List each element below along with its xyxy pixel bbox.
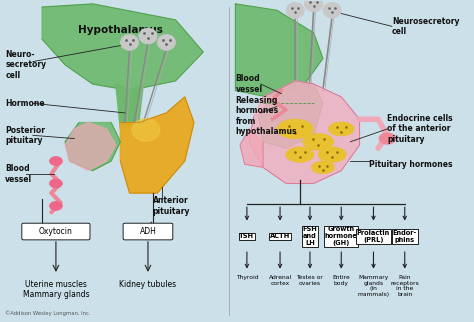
Text: ©Addison Wesley Longman, Inc.: ©Addison Wesley Longman, Inc. bbox=[5, 311, 91, 317]
Ellipse shape bbox=[328, 122, 354, 136]
Polygon shape bbox=[65, 123, 116, 171]
Ellipse shape bbox=[277, 119, 313, 139]
Text: Hypothalamus: Hypothalamus bbox=[78, 24, 163, 34]
Polygon shape bbox=[240, 129, 263, 167]
Ellipse shape bbox=[323, 2, 341, 18]
Ellipse shape bbox=[120, 34, 139, 50]
Circle shape bbox=[49, 156, 63, 166]
Ellipse shape bbox=[139, 28, 157, 44]
Polygon shape bbox=[249, 81, 360, 184]
Polygon shape bbox=[258, 81, 323, 148]
Text: FSH
and
LH: FSH and LH bbox=[302, 226, 318, 246]
Text: Entire
body: Entire body bbox=[332, 275, 350, 286]
Text: ACTH: ACTH bbox=[270, 233, 290, 239]
Text: Endor-
phins: Endor- phins bbox=[392, 230, 417, 243]
Text: Endocrine cells
of the anterior
pituitary: Endocrine cells of the anterior pituitar… bbox=[387, 114, 453, 144]
Text: Anterior
pituitary: Anterior pituitary bbox=[153, 196, 190, 216]
Text: Releasing
hormones
from
hypothalamus: Releasing hormones from hypothalamus bbox=[236, 96, 297, 136]
Ellipse shape bbox=[311, 161, 335, 174]
Polygon shape bbox=[42, 4, 203, 90]
Text: ADH: ADH bbox=[139, 227, 156, 236]
Text: Thyroid: Thyroid bbox=[236, 275, 258, 280]
Text: Blood
vessel: Blood vessel bbox=[236, 74, 263, 94]
Text: Prolactin
(PRL): Prolactin (PRL) bbox=[357, 230, 390, 243]
Text: TSH: TSH bbox=[239, 233, 255, 239]
Text: Growth
hormone
(GH): Growth hormone (GH) bbox=[325, 226, 358, 246]
Text: Kidney tubules: Kidney tubules bbox=[119, 279, 176, 289]
Ellipse shape bbox=[286, 147, 314, 162]
Text: Neuro-
secretory
cell: Neuro- secretory cell bbox=[5, 50, 46, 80]
Ellipse shape bbox=[132, 119, 160, 141]
Text: Mammary
glands
(in
mammals): Mammary glands (in mammals) bbox=[357, 275, 390, 297]
Text: Pain
receptors
in the
brain: Pain receptors in the brain bbox=[391, 275, 419, 297]
Text: Testes or
ovaries: Testes or ovaries bbox=[297, 275, 323, 286]
Ellipse shape bbox=[286, 2, 304, 18]
Text: Hormone: Hormone bbox=[5, 99, 45, 108]
Polygon shape bbox=[116, 84, 143, 129]
Text: Pituitary hormones: Pituitary hormones bbox=[369, 160, 452, 169]
Text: Uterine muscles
Mammary glands: Uterine muscles Mammary glands bbox=[23, 279, 89, 299]
Circle shape bbox=[49, 179, 63, 188]
Text: Neurosecretory
cell: Neurosecretory cell bbox=[392, 17, 459, 36]
Polygon shape bbox=[120, 97, 194, 193]
Polygon shape bbox=[65, 123, 120, 171]
FancyBboxPatch shape bbox=[123, 223, 173, 240]
Circle shape bbox=[49, 201, 63, 210]
Ellipse shape bbox=[303, 133, 334, 150]
Text: Blood
vessel: Blood vessel bbox=[5, 164, 32, 184]
Ellipse shape bbox=[157, 34, 175, 50]
Polygon shape bbox=[236, 4, 323, 97]
Text: Adrenal
cortex: Adrenal cortex bbox=[268, 275, 292, 286]
Ellipse shape bbox=[304, 0, 323, 12]
Ellipse shape bbox=[318, 147, 346, 162]
FancyBboxPatch shape bbox=[22, 223, 90, 240]
Text: Oxytocin: Oxytocin bbox=[39, 227, 73, 236]
Text: Posterior
pituitary: Posterior pituitary bbox=[5, 126, 46, 145]
Circle shape bbox=[379, 133, 396, 144]
